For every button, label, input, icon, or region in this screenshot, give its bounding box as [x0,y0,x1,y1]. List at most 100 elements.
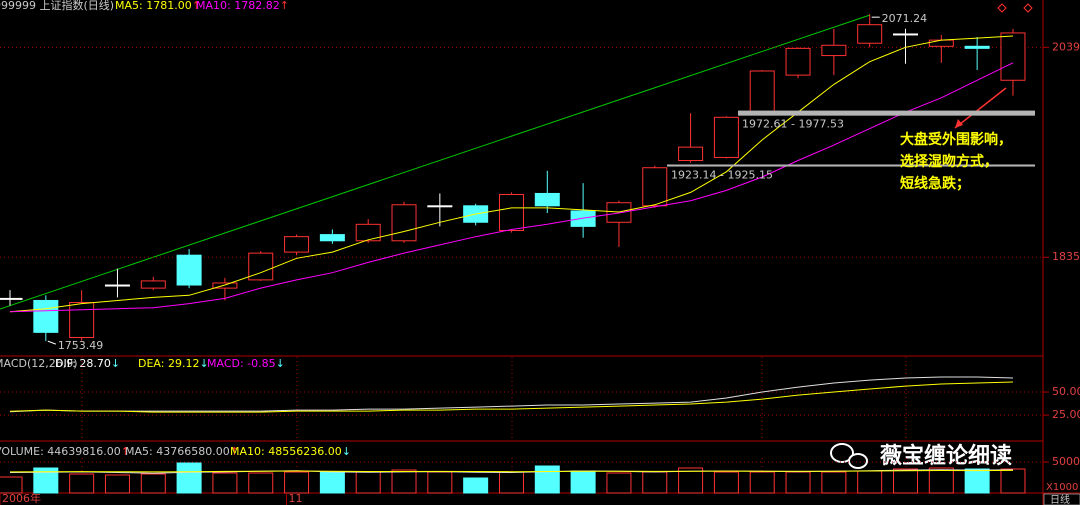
candle-body [534,192,560,207]
y-tick-label: 50000 [1052,455,1080,468]
candle-body [678,146,704,162]
note-arrowhead [955,119,963,128]
y-tick-label: 1835 [1052,250,1080,263]
note-text: 大盘受外围影响， [900,131,1012,148]
x-tick-label: 2006年 [2,491,41,505]
candle-body [857,24,883,44]
ma-line [9,62,1014,313]
header-text: MA5: 43766580.00 [125,445,230,458]
header-label: MACD(12,26,9) [0,357,78,370]
wechat-icon [830,443,868,469]
period-box [1043,493,1080,505]
icon-bubble [830,443,854,463]
icon-bubble [848,453,868,469]
candle-body [69,302,95,339]
header-label: MA5: 1781.00↑ [115,0,201,12]
header-label: MA10: 48556236.00↓ [230,445,351,458]
candle-body [785,47,811,76]
volume-bar [176,462,202,494]
note-arrow [954,87,1007,129]
note-text: 选择湿吻方式， [900,153,998,170]
header-arrow: ↑ [230,445,239,458]
header-label: MA10: 1782.82↑ [196,0,289,12]
header-label: DIF: 28.70↓ [55,357,120,370]
header-arrow: ↓ [111,357,120,370]
volume-bar [821,471,847,494]
candle-body [1000,32,1026,81]
period-label: 日线 [1050,493,1070,505]
header-text: VOLUME: 44639816.00 [0,445,121,458]
support-label: 1923.14 - 1925.15 [671,169,773,182]
volume-bar [391,469,417,494]
volume-bar [606,472,632,494]
candle-body [355,223,381,242]
candle-body [928,39,954,47]
y-tick-label: 25.00 [1052,408,1080,421]
volume-bar [749,471,775,494]
candle-body [212,282,238,289]
volume-bar [678,467,704,494]
volume-bar [570,470,596,494]
candle-body [140,280,166,289]
ma-line [9,35,1014,313]
support-band [667,164,1035,167]
candle-body [749,70,775,113]
low-label: 1753.49 [58,339,104,352]
volume-bar [642,471,668,494]
volume-bar [534,465,560,494]
candle-body [570,210,596,227]
header-text: MA10: 48556236.00 [230,445,342,458]
header-arrow: ↓ [342,445,351,458]
header-text: MA10: 1782.82 [196,0,280,12]
volume-bar [713,471,739,494]
header-text: DIF: 28.70 [55,357,111,370]
ma-line [9,469,1014,473]
candle-body [104,284,130,287]
unit-label: X1000 [1046,482,1078,493]
candle-body [176,254,202,286]
volume-bar [319,471,345,494]
header-label: MA5: 43766580.00↑ [125,445,239,458]
volume-bar [928,467,954,494]
volume-bar [893,468,918,494]
volume-bar [427,471,453,494]
volume-bar [248,472,274,494]
candle-body [33,299,59,333]
candle-body [893,33,918,36]
support-band [738,110,1035,116]
support-label: 1972.61 - 1977.53 [742,118,844,131]
volume-bar [212,472,238,494]
header-arrow: ↑ [192,0,201,12]
y-tick-label: 50.00 [1052,385,1080,398]
volume-bar [498,471,524,494]
header-arrow: ↓ [276,357,285,370]
corner-icon [997,3,1033,13]
candle-body [964,45,990,49]
header-arrow: ↑ [280,0,289,12]
header-label: VOLUME: 44639816.00↑ [0,445,130,458]
ma-line [9,381,1014,413]
candle-body [284,236,310,253]
header-arrow: ↓ [199,357,208,370]
x-tick-label: 11 [289,492,303,505]
header-label: 999999 上证指数(日线) [0,0,114,12]
volume-bar [785,471,811,494]
header-label: MACD: -0.85↓ [207,357,285,370]
candle-body [498,193,524,231]
volume-bar [69,473,95,494]
trend-line [0,14,871,310]
volume-bar [463,477,489,494]
volume-bar [284,471,310,494]
header-text: DEA: 29.12 [138,357,199,370]
ma-line [9,376,1014,413]
header-text: MACD(12,26,9) [0,357,78,370]
candle-body [713,116,739,158]
y-tick-label: 2039 [1052,40,1080,53]
high-label: 2071.24 [882,12,928,25]
header-text: 999999 上证指数(日线) [0,0,114,12]
volume-bar [104,474,130,494]
candle-body [319,234,345,242]
